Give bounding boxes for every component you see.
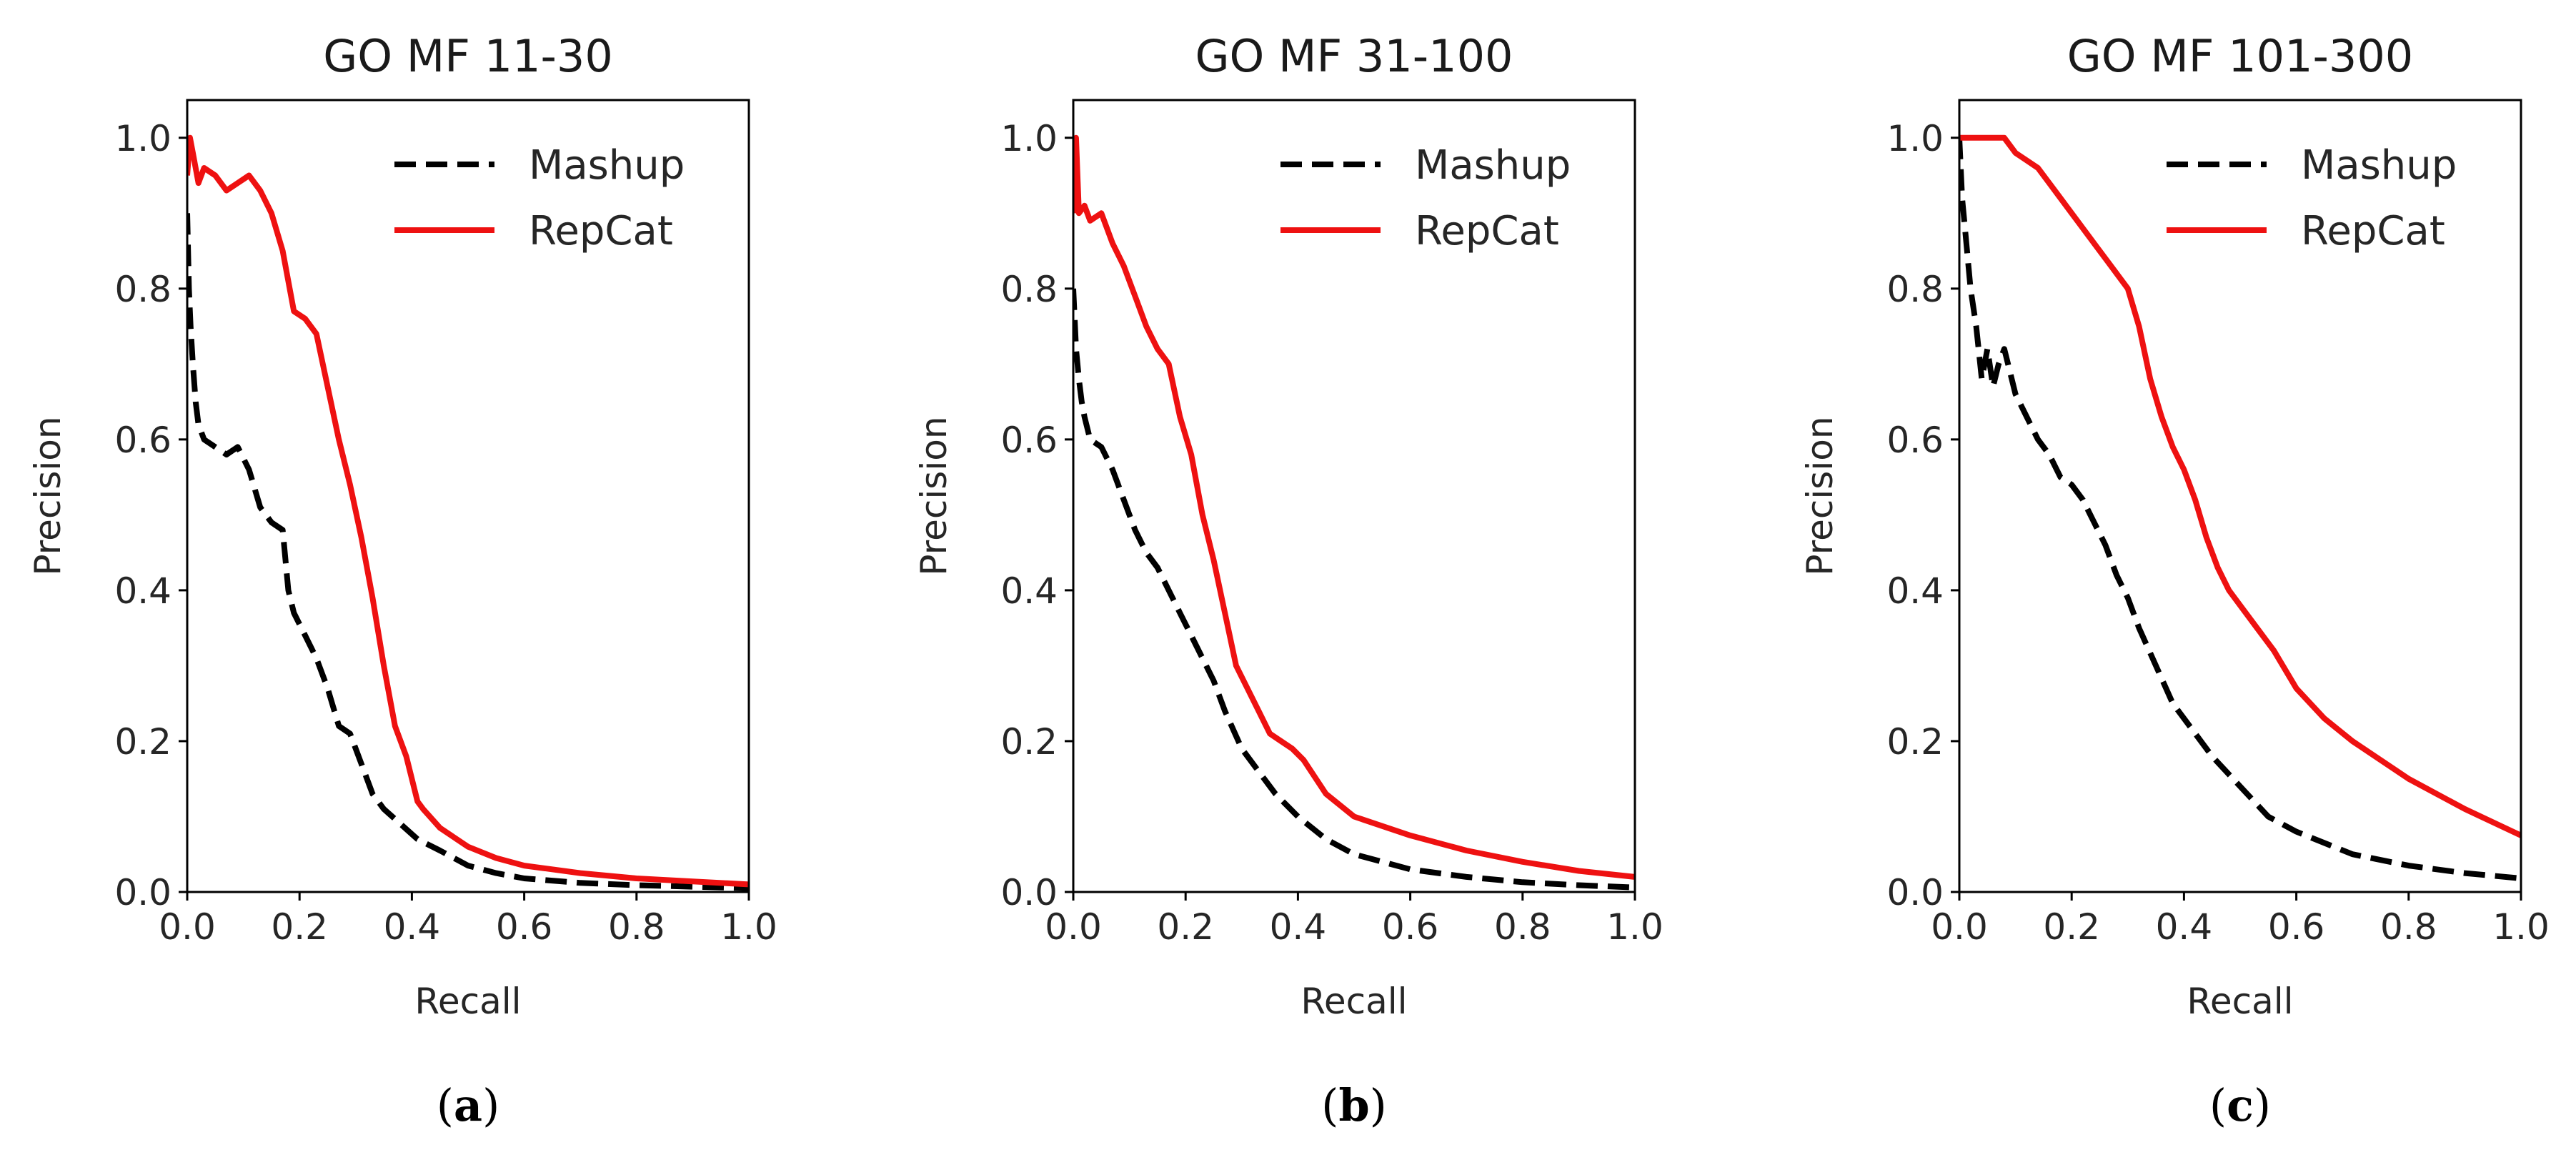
y-axis-title: Precision (913, 416, 955, 575)
plot-frame (186, 99, 750, 893)
y-tick-label: 0.2 (114, 721, 171, 763)
y-axis-title: Precision (27, 416, 69, 575)
legend-label-repcat: RepCat (529, 208, 673, 254)
y-tick-label: 0.6 (1000, 420, 1058, 461)
panel-caption: (c) (2209, 1079, 2271, 1131)
y-tick-label: 0.8 (1000, 269, 1058, 310)
legend-label-mashup: Mashup (1415, 142, 1571, 189)
series-line-mashup (1959, 137, 2521, 881)
x-tick-label: 0.4 (1270, 906, 1327, 948)
x-tick-label: 0.8 (608, 906, 665, 948)
panels: GO MF 11-30 0.0 0.2 0.4 0.6 0.8 1.0 0.0 0.2 0.4 0.… (27, 30, 2550, 1131)
chart-title: GO MF 101-300 (2067, 30, 2413, 82)
y-tick-label: 0.6 (1886, 420, 1944, 461)
x-tick-label: 1.0 (720, 906, 777, 948)
legend-label-repcat: RepCat (2301, 208, 2445, 254)
x-tick-label: 0.2 (271, 906, 328, 948)
chart-panel-1: GO MF 11-30 0.0 0.2 0.4 0.6 0.8 1.0 0.0 0.2 0.4 0.… (27, 30, 777, 1131)
y-tick-label: 1.0 (114, 118, 171, 159)
y-tick-label: 0.0 (114, 872, 171, 913)
x-axis-title: Recall (414, 981, 521, 1022)
caption-close-paren: ) (482, 1079, 499, 1131)
x-tick-label: 0.6 (1382, 906, 1439, 948)
x-tick-label: 0.0 (1931, 906, 1988, 948)
series-line-repcat (1073, 134, 1635, 880)
panel-caption: (a) (437, 1079, 500, 1131)
x-tick-label: 0.6 (2268, 906, 2325, 948)
y-tick-label: 0.8 (1886, 269, 1944, 310)
chart-title: GO MF 31-100 (1195, 30, 1513, 82)
x-tick-label: 1.0 (1606, 906, 1664, 948)
panel-caption: (b) (1321, 1079, 1387, 1131)
legend-label-mashup: Mashup (529, 142, 685, 189)
caption-open-paren: ( (437, 1079, 454, 1131)
x-axis-title: Recall (2187, 981, 2293, 1022)
caption-letter: c (2227, 1079, 2254, 1131)
series-line-repcat (187, 134, 749, 888)
y-tick-label: 0.2 (1000, 721, 1058, 763)
y-tick-label: 1.0 (1000, 118, 1058, 159)
caption-open-paren: ( (2209, 1079, 2227, 1131)
x-tick-label: 0.0 (159, 906, 216, 948)
series-line-mashup (187, 213, 749, 891)
legend: Mashup RepCat (2167, 142, 2457, 254)
chart-panel-3: GO MF 101-300 0.0 0.2 0.4 0.6 0.8 1.0 0.0 0.2 0.4… (1799, 30, 2550, 1131)
x-axis-title: Recall (1301, 981, 1407, 1022)
caption-close-paren: ) (2254, 1079, 2271, 1131)
x-tick-label: 0.8 (2380, 906, 2437, 948)
x-tick-label: 0.4 (2156, 906, 2213, 948)
y-tick-label: 0.4 (1886, 570, 1944, 612)
x-tick-label: 1.0 (2492, 906, 2550, 948)
x-tick-label: 0.4 (384, 906, 441, 948)
caption-letter: a (454, 1079, 482, 1131)
legend-label-repcat: RepCat (1415, 208, 1559, 254)
series-line-repcat (1959, 134, 2521, 838)
legend: Mashup RepCat (1280, 142, 1571, 254)
y-tick-label: 0.4 (1000, 570, 1058, 612)
y-tick-label: 1.0 (1886, 118, 1944, 159)
x-tick-label: 0.2 (2043, 906, 2100, 948)
y-tick-label: 0.2 (1886, 721, 1944, 763)
y-tick-label: 0.4 (114, 570, 171, 612)
x-tick-label: 0.8 (1494, 906, 1551, 948)
chart-panel-2: GO MF 31-100 0.0 0.2 0.4 0.6 0.8 1.0 0.0 0.2 0.4 0… (913, 30, 1664, 1131)
caption-close-paren: ) (1370, 1079, 1387, 1131)
y-tick-label: 0.8 (114, 269, 171, 310)
legend-label-mashup: Mashup (2301, 142, 2457, 189)
plot-frame (1072, 99, 1636, 893)
series-line-mashup (1073, 288, 1635, 891)
x-tick-label: 0.2 (1157, 906, 1214, 948)
y-tick-label: 0.6 (114, 420, 171, 461)
y-axis-title: Precision (1799, 416, 1841, 575)
legend: Mashup RepCat (394, 142, 685, 254)
caption-letter: b (1338, 1079, 1369, 1131)
x-tick-label: 0.0 (1045, 906, 1102, 948)
y-tick-label: 0.0 (1000, 872, 1058, 913)
caption-open-paren: ( (1321, 1079, 1338, 1131)
y-tick-label: 0.0 (1886, 872, 1944, 913)
chart-title: GO MF 11-30 (323, 30, 613, 82)
x-tick-label: 0.6 (496, 906, 553, 948)
plot-frame (1958, 99, 2522, 893)
